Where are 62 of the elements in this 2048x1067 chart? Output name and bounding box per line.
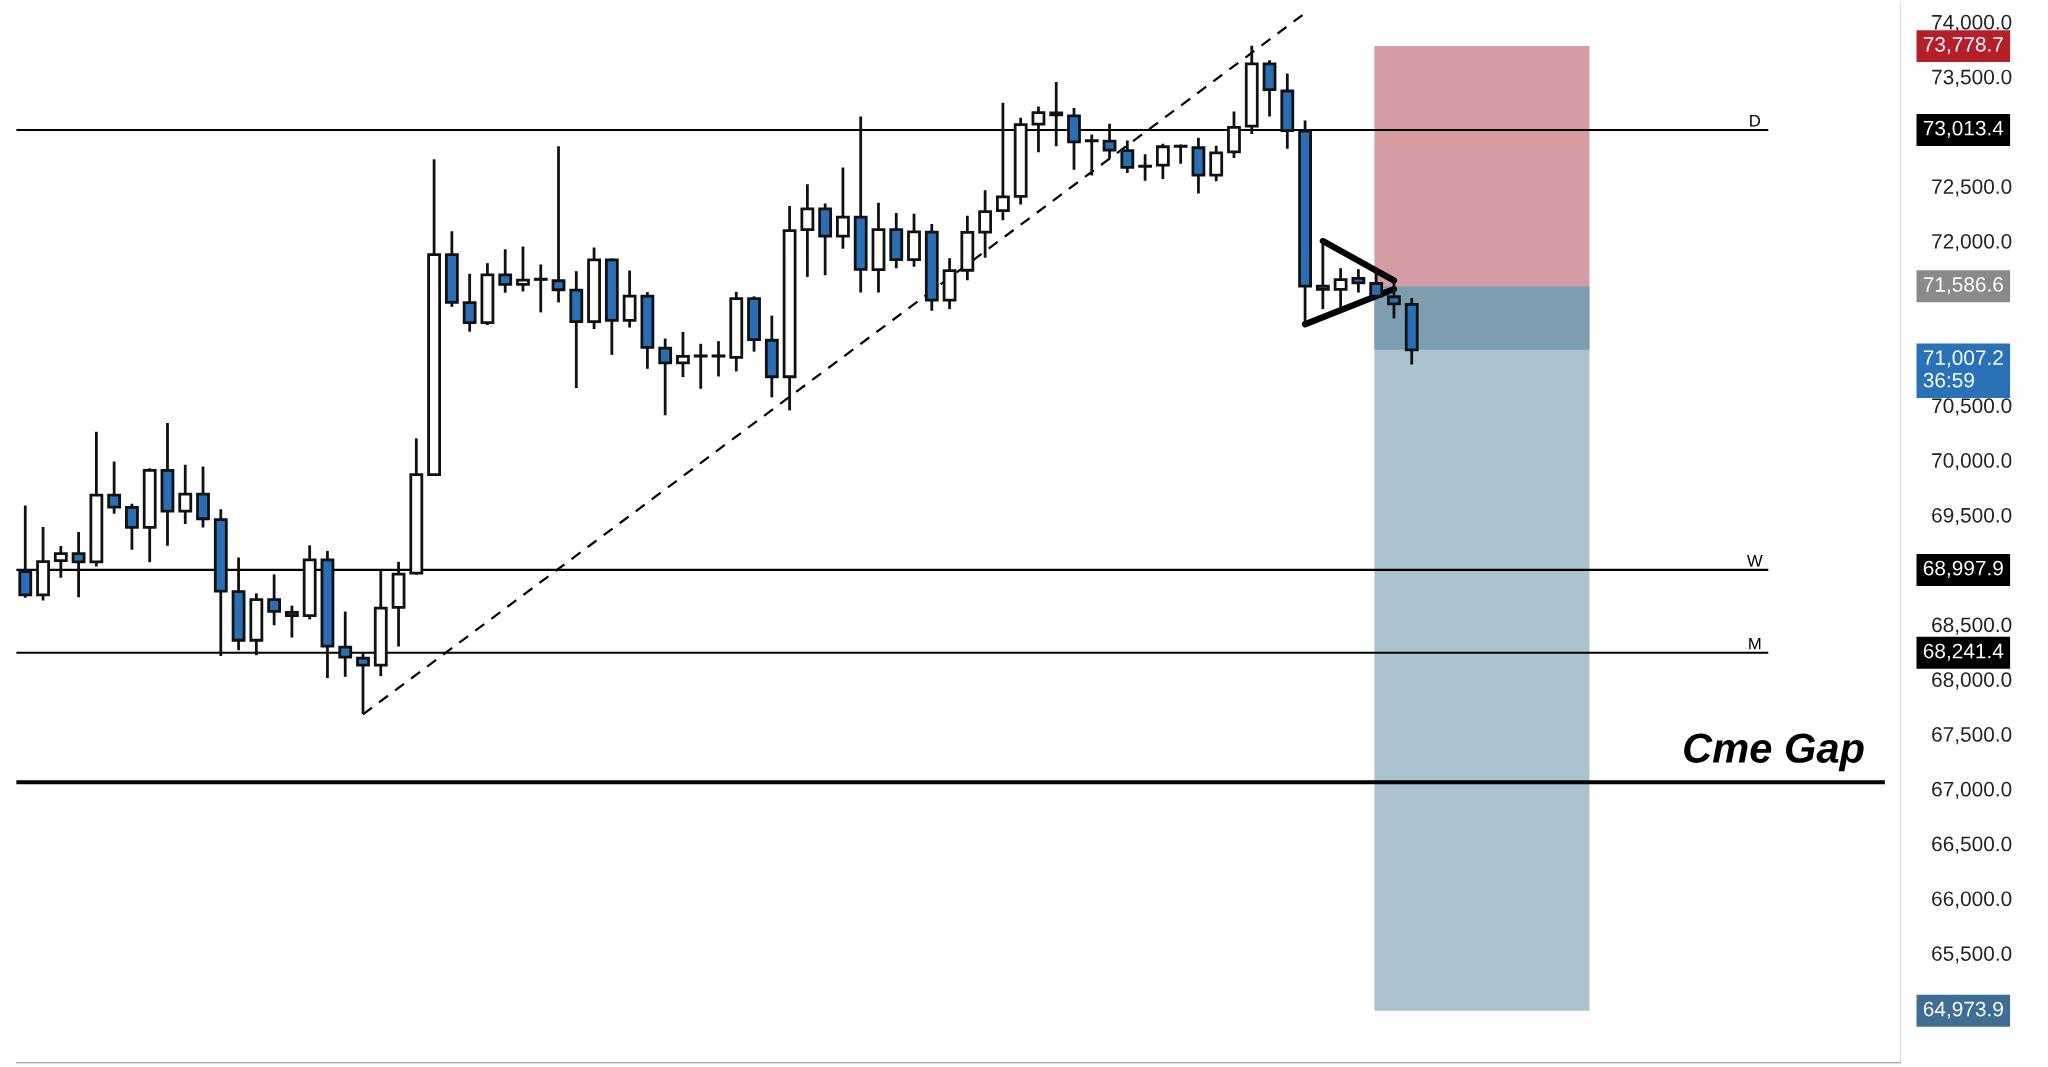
- candlestick: [800, 184, 815, 277]
- candlestick: [1155, 143, 1170, 180]
- text: 73,778.7: [1923, 36, 2003, 55]
- candlestick: [996, 102, 1010, 221]
- y-tick-label: 66,000.0: [1932, 891, 2012, 909]
- candlestick: [1387, 279, 1401, 319]
- ref-line-label: W: [1747, 554, 1763, 567]
- candlestick: [18, 505, 33, 598]
- y-tick-label: 68,000.0: [1932, 672, 2012, 690]
- candlestick: [693, 343, 708, 389]
- candlestick: [71, 531, 86, 598]
- candlestick: [836, 167, 850, 249]
- candlestick: [533, 264, 548, 313]
- candlestick: [551, 146, 566, 303]
- ref-line-label: D: [1750, 115, 1761, 127]
- candlestick: [1351, 269, 1366, 293]
- candlestick: [1315, 239, 1330, 310]
- candlestick: [1173, 144, 1188, 164]
- candlestick: [285, 605, 299, 638]
- candlestick: [1138, 154, 1152, 181]
- annotation: Cme Gap: [1684, 733, 1864, 772]
- candlestick: [978, 190, 993, 258]
- candlestick: [107, 461, 122, 514]
- y-tick-label: 66,500.0: [1932, 836, 2012, 854]
- text: 64,973.9: [1923, 1001, 2003, 1019]
- text: 68,241.4: [1923, 643, 2004, 661]
- y-tick-label: 67,500.0: [1932, 727, 2012, 745]
- y-tick-label: 73,500.0: [1932, 69, 2012, 87]
- candlestick: [711, 341, 726, 377]
- candlestick: [462, 273, 477, 332]
- candlestick: [338, 611, 353, 677]
- candlestick: [125, 503, 139, 550]
- text: 73,013.4: [1923, 120, 2004, 139]
- candlestick: [676, 331, 690, 378]
- ref-line-label: M: [1749, 637, 1761, 650]
- candlestick: [1031, 106, 1046, 153]
- candlestick: [267, 574, 282, 626]
- y-tick-label: 70,000.0: [1932, 453, 2012, 471]
- candlestick: [356, 653, 370, 714]
- y-tick-label: 68,500.0: [1932, 617, 2012, 635]
- candlestick: [1209, 145, 1224, 182]
- y-tick-label: 70,500.0: [1932, 398, 2012, 416]
- candlestick: [1120, 140, 1135, 174]
- candlestick: [1102, 123, 1117, 159]
- candlestick: [1049, 82, 1064, 147]
- text: 71,007.2 36:59: [1923, 350, 2003, 388]
- y-tick-label: 65,500.0: [1932, 946, 2012, 964]
- candlestick: [516, 246, 530, 292]
- candlestick: [658, 338, 673, 416]
- candlestick: [178, 464, 193, 525]
- text: 68,997.9: [1923, 560, 2003, 578]
- text: 71,586.6: [1923, 277, 2003, 295]
- candlestick: [498, 249, 513, 293]
- candlestick: [1369, 269, 1384, 300]
- y-tick-label: 72,000.0: [1932, 233, 2012, 252]
- y-tick-label: 67,000.0: [1932, 781, 2012, 800]
- candlestick: [53, 545, 68, 578]
- y-tick-label: 74,000.0: [1932, 14, 2012, 33]
- candlestick: [1333, 268, 1348, 310]
- candlestick: [1084, 134, 1099, 176]
- y-tick-label: 69,500.0: [1932, 507, 2012, 526]
- y-tick-label: 72,500.0: [1932, 179, 2012, 197]
